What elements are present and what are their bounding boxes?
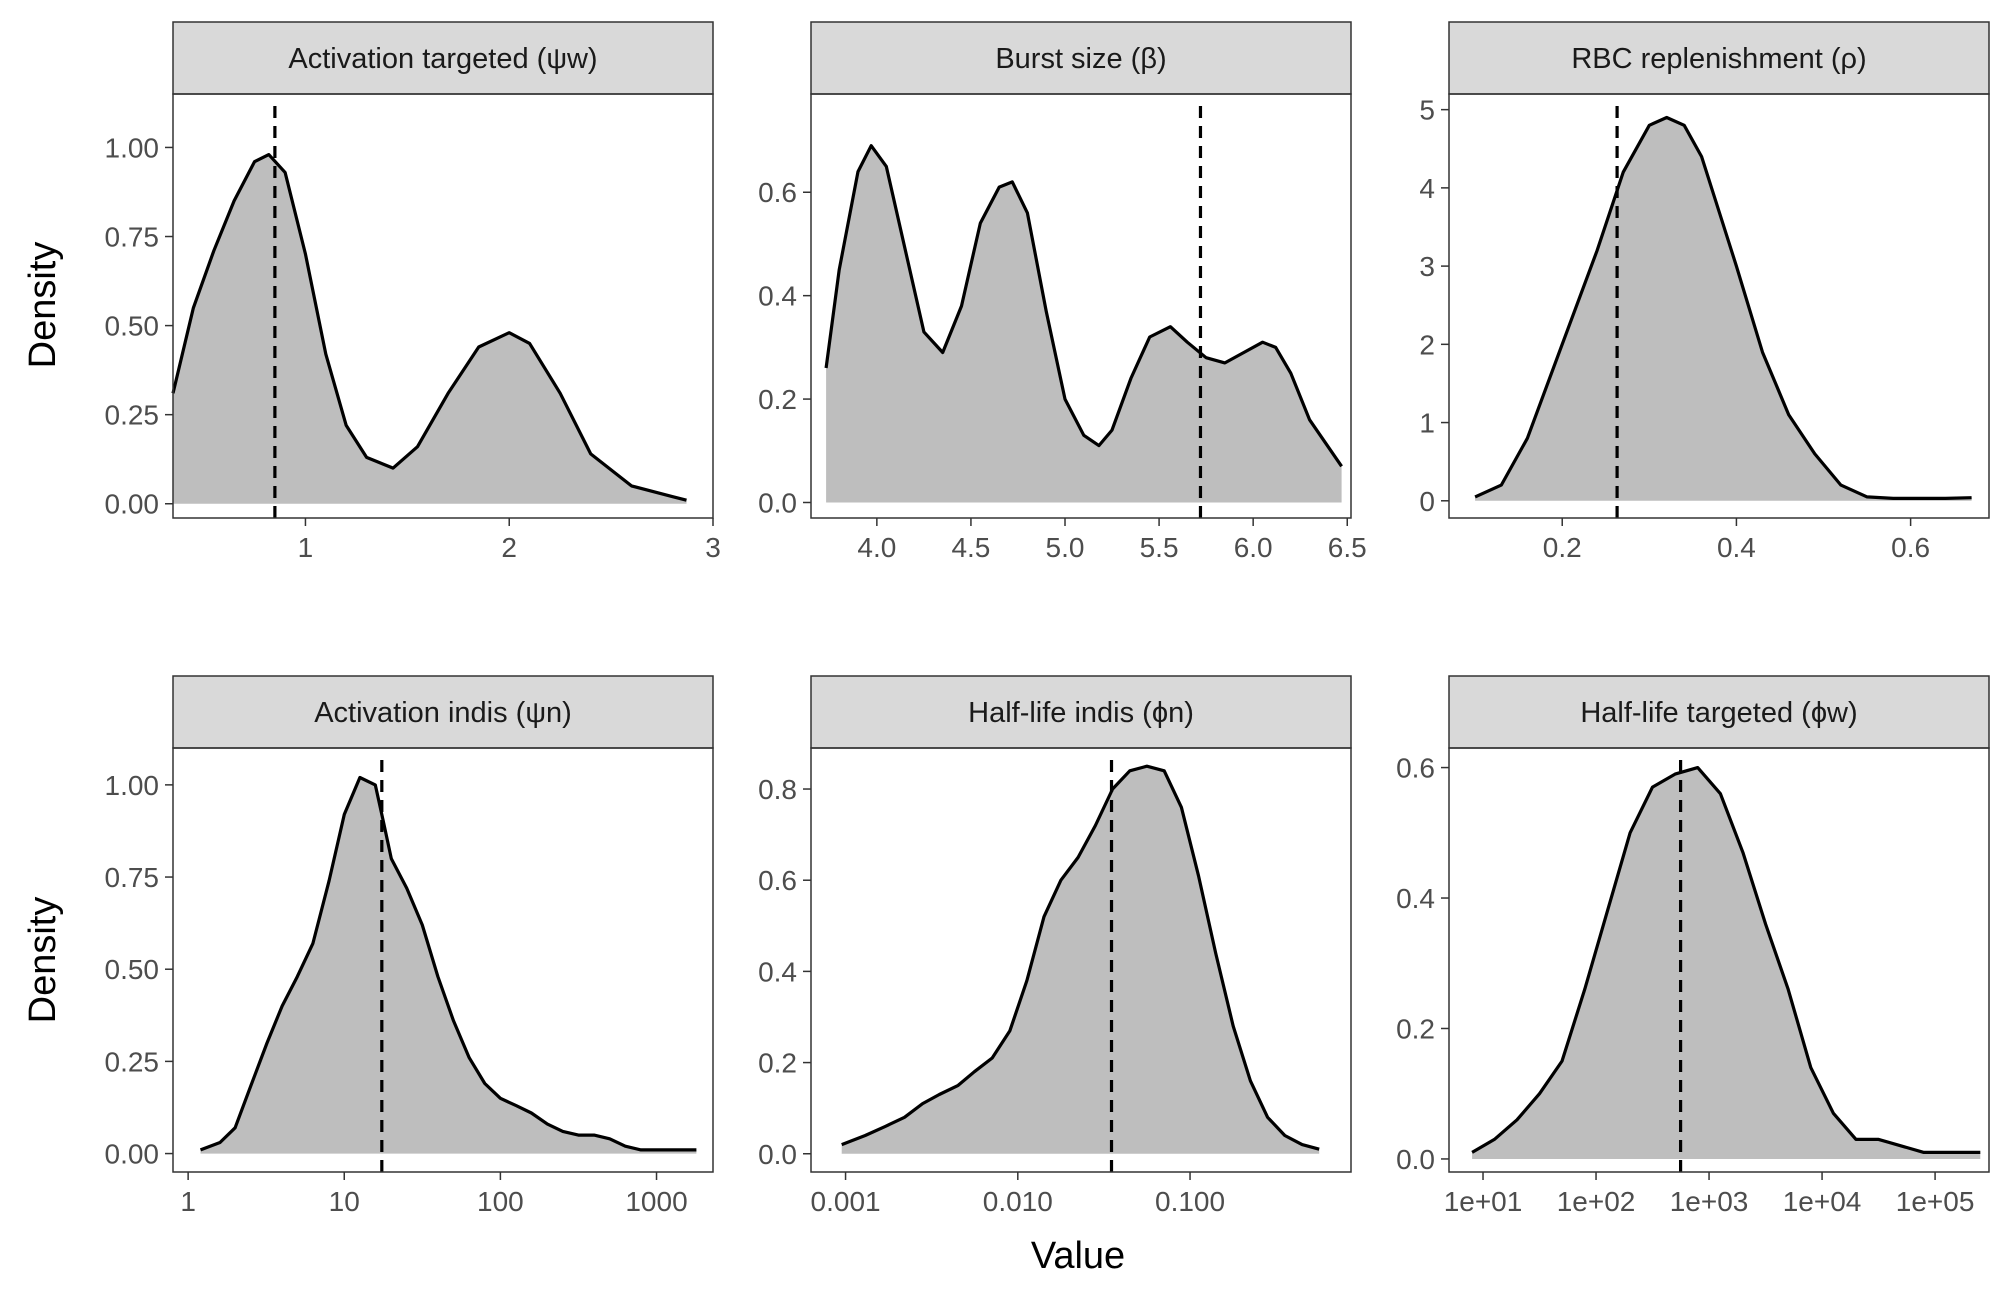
y-tick-label: 0.4 [758, 281, 797, 312]
y-tick-label: 1.00 [105, 770, 160, 801]
panel-border [810, 93, 1352, 519]
x-tick-label: 1e+04 [1783, 1186, 1862, 1217]
x-tick-label: 0.100 [1155, 1186, 1225, 1217]
strip-title: Half-life indis (ϕn) [968, 697, 1194, 729]
x-tick-label: 6.5 [1328, 532, 1367, 563]
y-tick-label: 0.0 [758, 487, 797, 518]
panel-2: Burst size (β) 0.0 0.2 0.4 0.6 4.0 4.5 5.0 5.5 6.… [758, 21, 1367, 563]
y-tick-label: 0 [1419, 486, 1435, 517]
y-tick-label: 0.0 [758, 1139, 797, 1170]
density-line [1471, 766, 1981, 1154]
density-line [199, 775, 697, 1152]
y-tick-label: 2 [1419, 329, 1435, 360]
panel-4: Activation indis (ψn) 0.00 0.25 0.50 0.75 1.0… [105, 675, 714, 1217]
y-tick-label: 1.00 [105, 132, 160, 163]
x-tick-label: 1e+02 [1557, 1186, 1636, 1217]
y-tick-label: 0.6 [1396, 753, 1435, 784]
panel-border [810, 747, 1352, 1173]
x-tick-label: 10 [329, 1186, 360, 1217]
density-area [1475, 117, 1972, 501]
y-tick-label: 0.8 [758, 774, 797, 805]
strip-background [172, 21, 714, 95]
x-tick-label: 1 [298, 532, 314, 563]
x-tick-label: 2 [501, 532, 517, 563]
x-tick-label: 0.001 [811, 1186, 881, 1217]
y-tick-label: 0.25 [105, 1046, 160, 1077]
y-tick-label: 0.4 [758, 956, 797, 987]
x-tick-label: 4.0 [857, 532, 896, 563]
y-tick-label: 0.6 [758, 865, 797, 896]
density-line [171, 153, 687, 502]
x-tick-label: 1000 [625, 1186, 687, 1217]
panel-6: Half-life targeted (ϕw) 0.0 0.2 0.4 0.6 1e+01… [1396, 675, 1990, 1217]
x-tick-label: 6.0 [1234, 532, 1273, 563]
x-tick-label: 5.0 [1046, 532, 1085, 563]
strip-background [1448, 21, 1990, 95]
strip-title: Half-life targeted (ϕw) [1580, 697, 1857, 729]
panel-5: Half-life indis (ϕn) 0.0 0.2 0.4 0.6 0.8 0.001… [758, 675, 1352, 1217]
strip-background [172, 675, 714, 749]
y-tick-label: 0.50 [105, 311, 160, 342]
strip-background [810, 675, 1352, 749]
density-area [200, 777, 697, 1154]
strip-title: Activation targeted (ψw) [288, 43, 597, 75]
x-tick-label: 1e+03 [1670, 1186, 1749, 1217]
y-tick-label: 0.00 [105, 1139, 160, 1170]
y-axis-title-top-row: Density [22, 242, 64, 369]
x-tick-label: 0.4 [1717, 532, 1756, 563]
y-tick-label: 0.6 [758, 177, 797, 208]
y-tick-label: 4 [1419, 173, 1435, 204]
strip-background [810, 21, 1352, 95]
y-tick-label: 5 [1419, 95, 1435, 126]
x-tick-label: 100 [477, 1186, 524, 1217]
y-tick-label: 0.75 [105, 222, 160, 253]
y-tick-label: 0.4 [1396, 883, 1435, 914]
panel-border [172, 747, 714, 1173]
density-line [841, 764, 1320, 1151]
x-tick-label: 3 [705, 532, 721, 563]
x-tick-label: 1e+01 [1444, 1186, 1523, 1217]
x-tick-label: 5.5 [1140, 532, 1179, 563]
y-tick-label: 0.00 [105, 489, 160, 520]
density-area [826, 145, 1342, 503]
x-tick-label: 0.6 [1891, 532, 1930, 563]
y-tick-label: 0.25 [105, 400, 160, 431]
x-tick-label: 0.2 [1543, 532, 1582, 563]
y-tick-label: 3 [1419, 251, 1435, 282]
x-tick-label: 0.010 [983, 1186, 1053, 1217]
y-axis-title-bottom-row: Density [22, 897, 64, 1024]
panel-border [1448, 747, 1990, 1173]
y-tick-label: 0.0 [1396, 1144, 1435, 1175]
y-tick-label: 0.2 [1396, 1013, 1435, 1044]
x-tick-label: 1 [180, 1186, 196, 1217]
density-area [173, 154, 687, 504]
y-tick-label: 0.50 [105, 954, 160, 985]
panel-border [1448, 93, 1990, 519]
density-line [824, 144, 1343, 468]
strip-title: Burst size (β) [995, 43, 1166, 75]
strip-title: RBC replenishment (ρ) [1571, 43, 1866, 75]
density-line [1474, 115, 1972, 500]
panel-1: Activation targeted (ψw) 0.00 0.25 0.50 0.75… [105, 21, 721, 563]
x-tick-label: 1e+05 [1896, 1186, 1975, 1217]
panels-group: Activation targeted (ψw)0.000.250.500.75… [105, 21, 1990, 1217]
density-area [1472, 767, 1981, 1159]
y-tick-label: 0.2 [758, 384, 797, 415]
x-axis-title: Value [1031, 1235, 1125, 1277]
y-tick-label: 0.2 [758, 1048, 797, 1079]
strip-background [1448, 675, 1990, 749]
panel-border [172, 93, 714, 519]
strip-title: Activation indis (ψn) [314, 697, 572, 729]
panel-3: RBC replenishment (ρ) 0 1 2 3 4 5 0.2 0.4 0.6 [1419, 21, 1990, 563]
x-tick-label: 4.5 [951, 532, 990, 563]
y-tick-label: 1 [1419, 408, 1435, 439]
density-area [841, 766, 1320, 1154]
y-tick-label: 0.75 [105, 862, 160, 893]
